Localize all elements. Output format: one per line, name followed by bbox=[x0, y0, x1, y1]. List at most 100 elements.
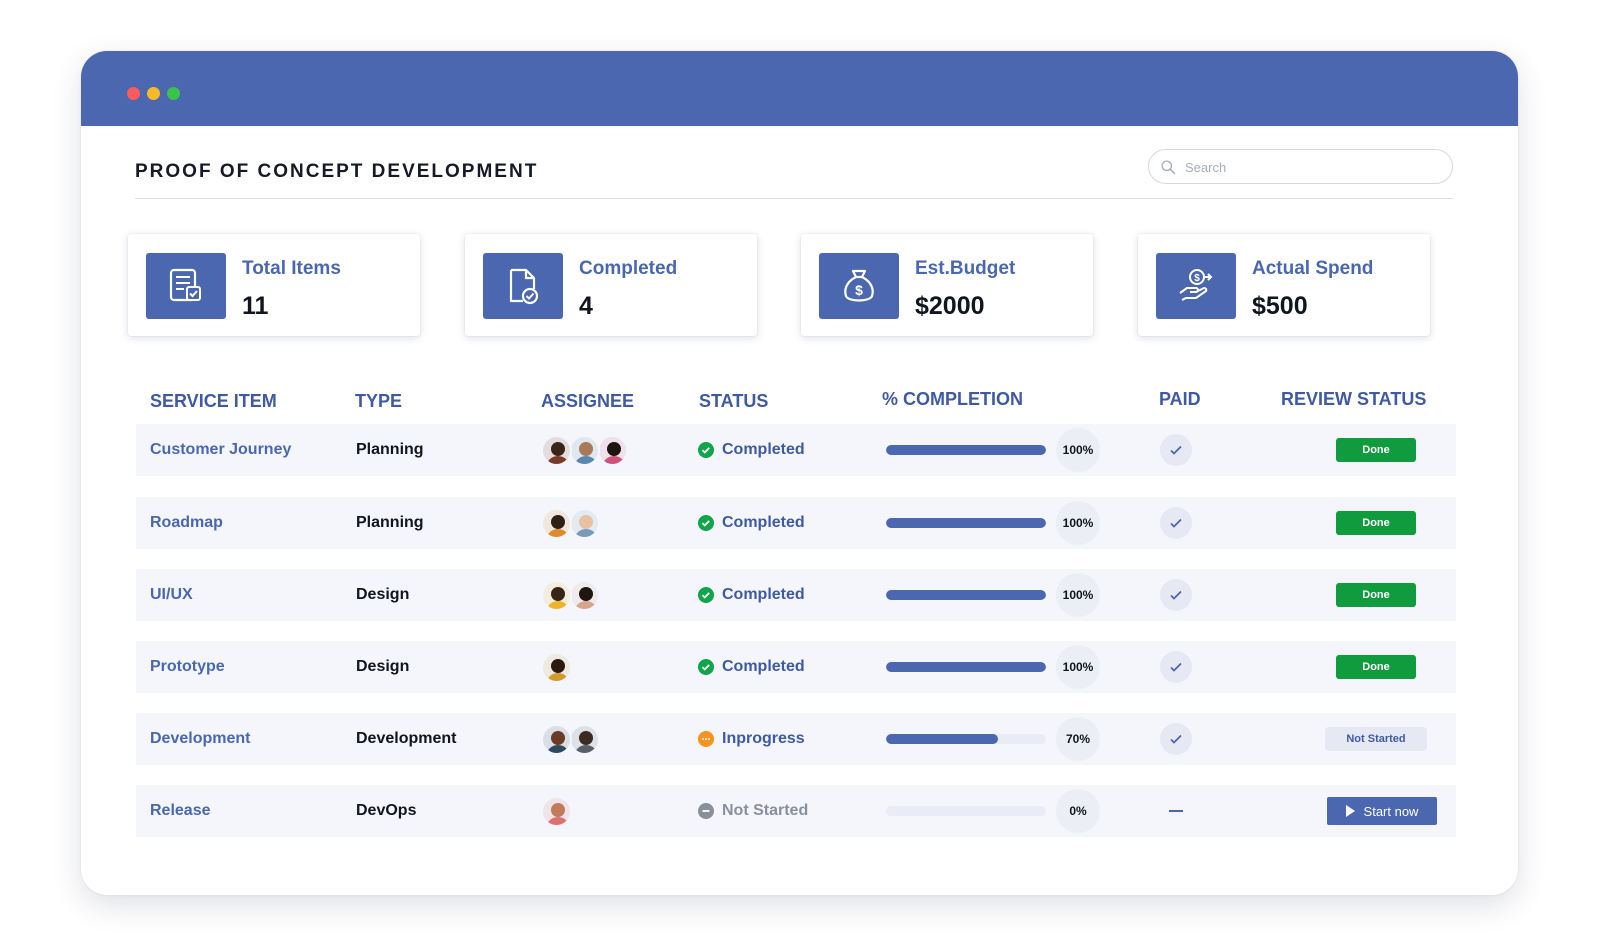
status-label: Completed bbox=[722, 658, 805, 675]
status-badge: Completed bbox=[698, 497, 805, 549]
card-label: Est.Budget bbox=[915, 258, 1016, 279]
service-item-link[interactable]: Roadmap bbox=[150, 514, 223, 531]
completion-percent: 100% bbox=[1056, 645, 1100, 689]
column-header-type: TYPE bbox=[355, 391, 403, 411]
type-cell: Planning bbox=[356, 514, 424, 531]
review-done-button[interactable]: Done bbox=[1336, 583, 1416, 607]
service-item-link[interactable]: Release bbox=[150, 802, 211, 819]
status-label: Inprogress bbox=[722, 730, 805, 747]
minus-circle-icon bbox=[698, 803, 714, 819]
assignee-group bbox=[541, 713, 600, 765]
paid-indicator bbox=[1160, 785, 1183, 837]
avatar[interactable] bbox=[541, 579, 572, 611]
start-now-label: Start now bbox=[1363, 803, 1419, 819]
table-row[interactable]: Prototype Design Completed 100% Done bbox=[136, 641, 1456, 693]
table-row[interactable]: Roadmap Planning Completed 100% Done bbox=[136, 497, 1456, 549]
checkmark-icon bbox=[1170, 518, 1182, 528]
check-circle-icon bbox=[698, 659, 714, 675]
check-circle-icon bbox=[698, 515, 714, 531]
status-badge: Completed bbox=[698, 424, 805, 476]
avatar[interactable] bbox=[541, 723, 572, 755]
hand-dollar-icon: $ bbox=[1156, 253, 1236, 319]
type-cell: DevOps bbox=[356, 802, 417, 819]
assignee-group bbox=[541, 424, 628, 476]
avatar[interactable] bbox=[541, 434, 572, 466]
svg-text:$: $ bbox=[1194, 273, 1200, 284]
paid-indicator bbox=[1160, 497, 1192, 549]
completion-progress: 100% bbox=[886, 569, 1100, 621]
table-row[interactable]: Release DevOps Not Started 0% Start now bbox=[136, 785, 1456, 837]
column-header-completion: % COMPLETION bbox=[882, 389, 1024, 409]
search-icon bbox=[1161, 160, 1176, 175]
paid-indicator bbox=[1160, 641, 1192, 693]
review-done-button[interactable]: Done bbox=[1336, 511, 1416, 535]
status-badge: Not Started bbox=[698, 785, 808, 837]
card-label: Actual Spend bbox=[1252, 258, 1374, 279]
title-bar bbox=[81, 51, 1518, 126]
table-row[interactable]: Customer Journey Planning Completed bbox=[136, 424, 1456, 476]
completion-progress: 70% bbox=[886, 713, 1100, 765]
card-value: $500 bbox=[1252, 292, 1308, 320]
card-value: 4 bbox=[579, 292, 593, 320]
table-row[interactable]: UI/UX Design Completed 100% Done bbox=[136, 569, 1456, 621]
card-label: Total Items bbox=[242, 258, 341, 279]
avatar[interactable] bbox=[569, 723, 600, 755]
completion-percent: 100% bbox=[1056, 428, 1100, 472]
service-item-link[interactable]: Development bbox=[150, 730, 251, 747]
service-item-link[interactable]: UI/UX bbox=[150, 586, 193, 603]
avatar[interactable] bbox=[541, 507, 572, 539]
dash-icon bbox=[1169, 810, 1183, 812]
header-divider bbox=[135, 198, 1453, 199]
column-header-review-status: REVIEW STATUS bbox=[1281, 389, 1427, 409]
avatar[interactable] bbox=[569, 434, 600, 466]
progress-bar bbox=[886, 518, 1046, 528]
review-done-button[interactable]: Done bbox=[1336, 438, 1416, 462]
service-item-link[interactable]: Customer Journey bbox=[150, 441, 292, 458]
checkmark-icon bbox=[1170, 734, 1182, 744]
play-icon bbox=[1345, 805, 1355, 817]
type-cell: Design bbox=[356, 586, 410, 603]
completion-progress: 0% bbox=[886, 785, 1100, 837]
completed-card: Completed 4 bbox=[465, 234, 757, 336]
avatar[interactable] bbox=[541, 795, 572, 827]
service-item-link[interactable]: Prototype bbox=[150, 658, 225, 675]
minimize-window-button[interactable] bbox=[147, 87, 160, 100]
start-now-button[interactable]: Start now bbox=[1327, 797, 1437, 825]
avatar[interactable] bbox=[569, 507, 600, 539]
assignee-group bbox=[541, 785, 572, 837]
completion-progress: 100% bbox=[886, 641, 1100, 693]
progress-dots-icon bbox=[698, 731, 714, 747]
avatar[interactable] bbox=[597, 434, 628, 466]
check-circle-icon bbox=[698, 587, 714, 603]
maximize-window-button[interactable] bbox=[167, 87, 180, 100]
document-checklist-icon bbox=[146, 253, 226, 319]
progress-bar bbox=[886, 734, 1046, 744]
avatar[interactable] bbox=[569, 579, 600, 611]
progress-bar bbox=[886, 445, 1046, 455]
status-badge: Inprogress bbox=[698, 713, 805, 765]
status-badge: Completed bbox=[698, 569, 805, 621]
column-header-paid: PAID bbox=[1159, 389, 1201, 409]
file-check-icon bbox=[483, 253, 563, 319]
budget-card: $ Est.Budget $2000 bbox=[801, 234, 1093, 336]
total-items-card: Total Items 11 bbox=[128, 234, 420, 336]
type-cell: Development bbox=[356, 730, 457, 747]
close-window-button[interactable] bbox=[127, 87, 140, 100]
completion-percent: 100% bbox=[1056, 501, 1100, 545]
assignee-group bbox=[541, 497, 600, 549]
search-input[interactable]: Search bbox=[1148, 149, 1453, 184]
review-done-button[interactable]: Done bbox=[1336, 655, 1416, 679]
check-circle-icon bbox=[698, 442, 714, 458]
avatar[interactable] bbox=[541, 651, 572, 683]
paid-indicator bbox=[1160, 424, 1192, 476]
assignee-group bbox=[541, 569, 600, 621]
table-row[interactable]: Development Development Inprogress 70% No… bbox=[136, 713, 1456, 765]
search-placeholder: Search bbox=[1185, 160, 1227, 175]
actual-spend-card: $ Actual Spend $500 bbox=[1138, 234, 1430, 336]
status-label: Completed bbox=[722, 586, 805, 603]
completion-progress: 100% bbox=[886, 497, 1100, 549]
completion-percent: 0% bbox=[1056, 789, 1100, 833]
progress-bar bbox=[886, 590, 1046, 600]
column-header-service-item: SERVICE ITEM bbox=[150, 391, 277, 411]
checkmark-icon bbox=[1170, 445, 1182, 455]
